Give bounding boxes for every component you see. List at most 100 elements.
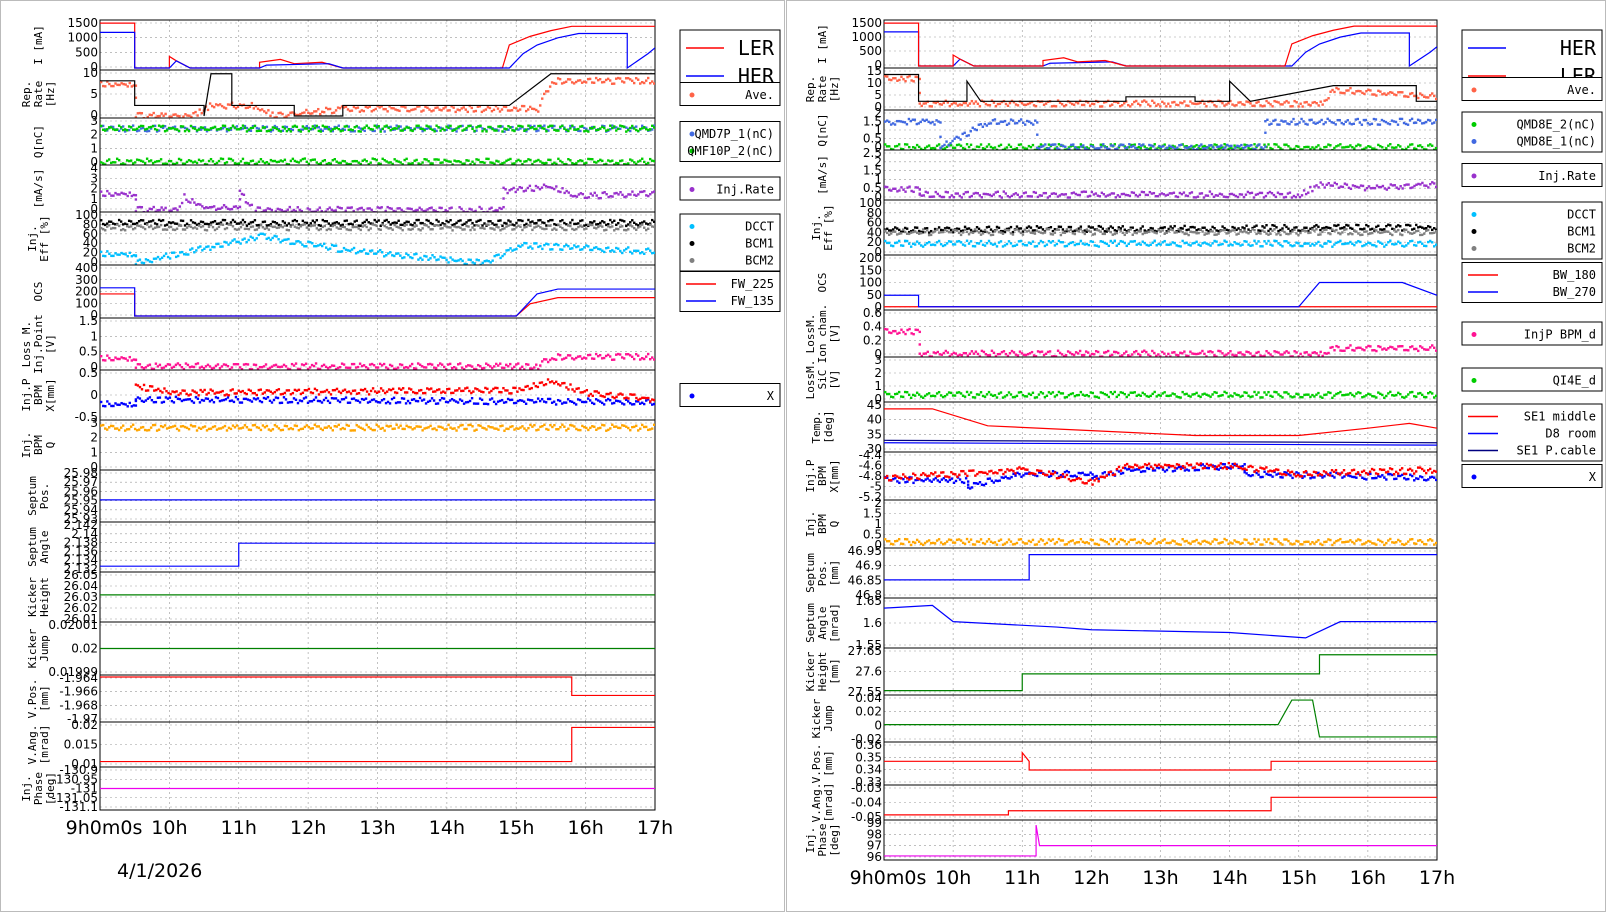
data-point — [128, 355, 131, 359]
data-point — [599, 224, 602, 227]
data-point — [325, 426, 328, 429]
data-point — [115, 427, 119, 430]
data-point — [435, 124, 438, 127]
data-point — [1238, 193, 1242, 196]
data-point — [1293, 147, 1296, 150]
data-point — [898, 189, 901, 192]
data-point — [529, 245, 532, 248]
data-point — [368, 249, 372, 253]
data-point — [497, 226, 500, 229]
data-point — [172, 207, 175, 210]
data-point — [533, 222, 536, 225]
data-point — [176, 208, 179, 212]
data-point — [365, 390, 369, 393]
data-point — [565, 228, 568, 232]
data-point — [159, 219, 163, 223]
data-point — [884, 120, 887, 123]
data-point — [371, 128, 374, 131]
data-point — [450, 105, 453, 108]
data-point — [653, 190, 655, 193]
data-point — [134, 398, 138, 401]
data-point — [414, 209, 417, 212]
data-point — [468, 364, 472, 367]
data-point — [973, 148, 977, 150]
data-point — [1094, 147, 1097, 150]
data-point — [588, 399, 592, 402]
data-point — [195, 391, 198, 394]
data-point — [571, 424, 574, 427]
data-point — [102, 194, 105, 197]
data-point — [393, 127, 396, 130]
data-point — [535, 363, 538, 366]
data-point — [985, 124, 989, 127]
data-point — [506, 191, 509, 195]
data-point — [509, 220, 512, 223]
data-point — [375, 423, 378, 427]
data-point — [350, 397, 354, 401]
data-point — [1109, 104, 1112, 107]
data-point — [170, 399, 174, 403]
data-point — [565, 163, 568, 165]
data-point — [259, 158, 263, 161]
data-point — [107, 126, 111, 129]
data-point — [244, 397, 248, 401]
data-point — [1050, 143, 1053, 147]
data-point — [556, 353, 560, 356]
data-point — [905, 123, 909, 126]
data-point — [1369, 89, 1372, 92]
data-point — [1301, 105, 1304, 108]
data-point — [504, 400, 508, 404]
data-point — [1148, 143, 1151, 147]
data-point — [1044, 143, 1047, 146]
data-point — [1144, 193, 1148, 197]
data-point — [444, 391, 447, 394]
data-point — [389, 226, 392, 230]
data-point — [333, 221, 336, 225]
data-point — [635, 249, 638, 252]
data-point — [194, 110, 197, 114]
data-point — [281, 428, 285, 432]
data-point — [249, 221, 253, 224]
data-point — [101, 124, 105, 128]
data-point — [413, 221, 416, 225]
data-point — [111, 125, 115, 129]
data-point — [333, 127, 336, 130]
data-point — [580, 400, 584, 404]
data-point — [281, 160, 285, 163]
data-point — [417, 162, 420, 165]
data-point — [1411, 143, 1414, 146]
data-point — [1034, 104, 1038, 108]
data-point — [934, 101, 937, 105]
data-point — [1106, 147, 1109, 150]
data-point — [145, 429, 149, 432]
y-tick-label: 0 — [874, 140, 882, 154]
data-point — [1335, 145, 1338, 148]
data-point — [395, 423, 398, 427]
data-point — [431, 162, 434, 165]
data-point — [134, 116, 138, 118]
data-point — [351, 128, 354, 132]
data-point — [584, 357, 588, 360]
data-point — [639, 251, 642, 255]
data-point — [1392, 120, 1396, 123]
data-point — [978, 105, 982, 108]
data-point — [545, 227, 548, 231]
data-point — [554, 82, 558, 85]
data-point — [629, 393, 632, 396]
data-point — [109, 424, 113, 428]
data-point — [605, 162, 608, 165]
data-point — [926, 191, 929, 194]
legend-box — [679, 176, 781, 201]
data-point — [381, 127, 384, 131]
data-point — [470, 396, 474, 400]
data-point — [459, 226, 462, 230]
data-point — [617, 222, 620, 225]
data-point — [651, 191, 654, 194]
data-point — [1078, 193, 1082, 197]
data-point — [541, 360, 544, 363]
data-point — [238, 366, 242, 369]
data-point — [584, 400, 588, 404]
data-point — [965, 134, 968, 138]
data-point — [884, 185, 887, 188]
